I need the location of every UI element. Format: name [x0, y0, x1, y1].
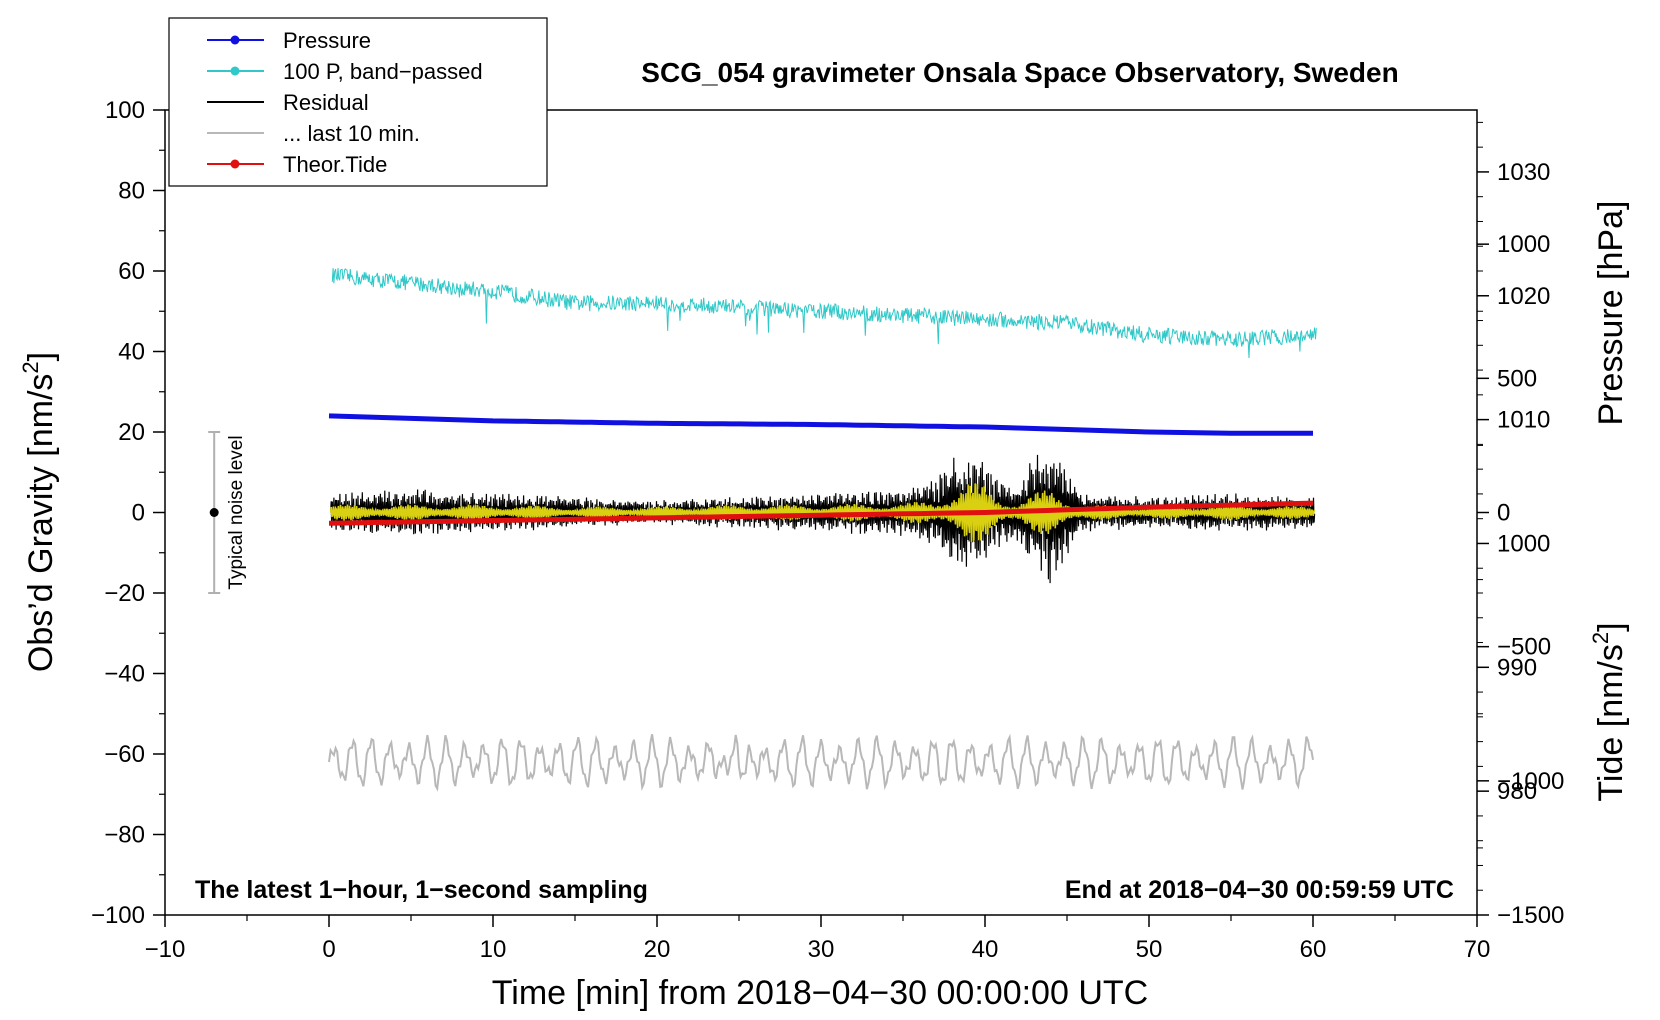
tide-tick-label: −1500	[1497, 902, 1564, 929]
x-axis: −10 0 10 20 30 40 50 60 70	[145, 915, 1491, 963]
x-tick-label: 70	[1464, 936, 1491, 963]
footnote-sampling: The latest 1−hour, 1−second sampling	[195, 876, 648, 904]
series-theor-tide	[328, 500, 1314, 526]
y-tick-label: 40	[118, 339, 145, 366]
pressure-tick-label: 980	[1497, 778, 1537, 805]
pressure-tick-label: 990	[1497, 654, 1537, 681]
x-tick-label: 60	[1300, 936, 1327, 963]
series-pressure	[328, 413, 1313, 436]
y-tick-label: −80	[104, 822, 145, 849]
noise-bar-center-dot	[209, 508, 219, 517]
y-tick-label: 60	[118, 258, 145, 285]
series-residual-smoothed	[329, 483, 1316, 542]
pressure-tick-label: 1020	[1497, 283, 1550, 310]
noise-bar-label: Typical noise level	[226, 435, 247, 589]
legend-swatch-dot	[230, 159, 240, 169]
tide-tick-label: 500	[1497, 365, 1537, 392]
legend: Pressure 100 P, band−passed Residual ... la…	[168, 17, 548, 187]
legend-label: ... last 10 min.	[283, 121, 420, 146]
noise-bar: Typical noise level	[208, 431, 247, 594]
tide-tick-label: −1000	[1497, 768, 1564, 795]
y-axis-title-gravity: Obs’d Gravity [nm/s2]	[18, 352, 60, 672]
x-axis-title: Time [min] from 2018−04−30 00:00:00 UTC	[492, 974, 1148, 1012]
x-tick-label: 50	[1136, 936, 1163, 963]
y-axis-pressure: 980 990 1000 1010 1020 1030	[1477, 121, 1550, 891]
y-tick-label: 100	[105, 97, 145, 124]
y-tick-label: −100	[91, 902, 145, 929]
legend-swatch-dot	[230, 66, 240, 76]
y-tick-label: −60	[104, 741, 145, 768]
legend-label: 100 P, band−passed	[283, 59, 483, 84]
y-tick-label: 80	[118, 178, 145, 205]
y-tick-label: −40	[104, 661, 145, 688]
x-tick-label: −10	[145, 936, 186, 963]
legend-swatch-dot	[230, 35, 240, 45]
x-tick-label: 10	[480, 936, 507, 963]
chart-title: SCG_054 gravimeter Onsala Space Observat…	[641, 57, 1398, 88]
y-axis-title-tide: Tide [nm/s2]	[1588, 622, 1630, 801]
y-axis-gravity: −100 −80 −60 −40 −20 0 20 40 60 80 100	[91, 97, 165, 929]
legend-label: Theor.Tide	[283, 152, 387, 177]
x-tick-label: 30	[808, 936, 835, 963]
tide-tick-label: −500	[1497, 634, 1551, 661]
x-tick-label: 20	[644, 936, 671, 963]
y-tick-label: 0	[132, 500, 145, 527]
legend-label: Pressure	[283, 28, 371, 53]
pressure-tick-label: 1000	[1497, 530, 1550, 557]
y-tick-label: 20	[118, 419, 145, 446]
x-tick-label: 0	[322, 936, 335, 963]
y-tick-label: −20	[104, 580, 145, 607]
pressure-tick-label: 1010	[1497, 407, 1550, 434]
series-pressure-band-passed	[331, 268, 1317, 359]
series-layer	[328, 268, 1317, 792]
y-axis-title-pressure: Pressure [hPa]	[1592, 201, 1630, 426]
footnote-end-time: End at 2018−04−30 00:59:59 UTC	[1065, 876, 1454, 904]
series-last-10-min	[328, 733, 1314, 792]
y-axis-tide: −1500 −1000 −500 0 500 1000	[1477, 231, 1564, 929]
x-tick-label: 40	[972, 936, 999, 963]
pressure-tick-label: 1030	[1497, 159, 1550, 186]
legend-label: Residual	[283, 90, 369, 115]
tide-tick-label: 1000	[1497, 231, 1550, 258]
tide-tick-label: 0	[1497, 500, 1510, 527]
